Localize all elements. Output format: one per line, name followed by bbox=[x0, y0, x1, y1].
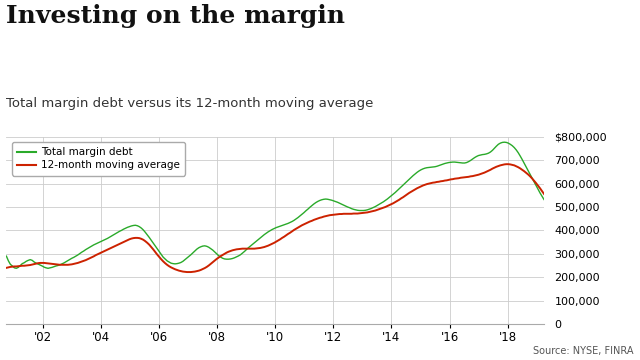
Text: Investing on the margin: Investing on the margin bbox=[6, 4, 346, 28]
Legend: Total margin debt, 12-month moving average: Total margin debt, 12-month moving avera… bbox=[12, 142, 185, 176]
Text: Source: NYSE, FINRA: Source: NYSE, FINRA bbox=[533, 346, 634, 356]
Text: Total margin debt versus its 12-month moving average: Total margin debt versus its 12-month mo… bbox=[6, 97, 374, 110]
